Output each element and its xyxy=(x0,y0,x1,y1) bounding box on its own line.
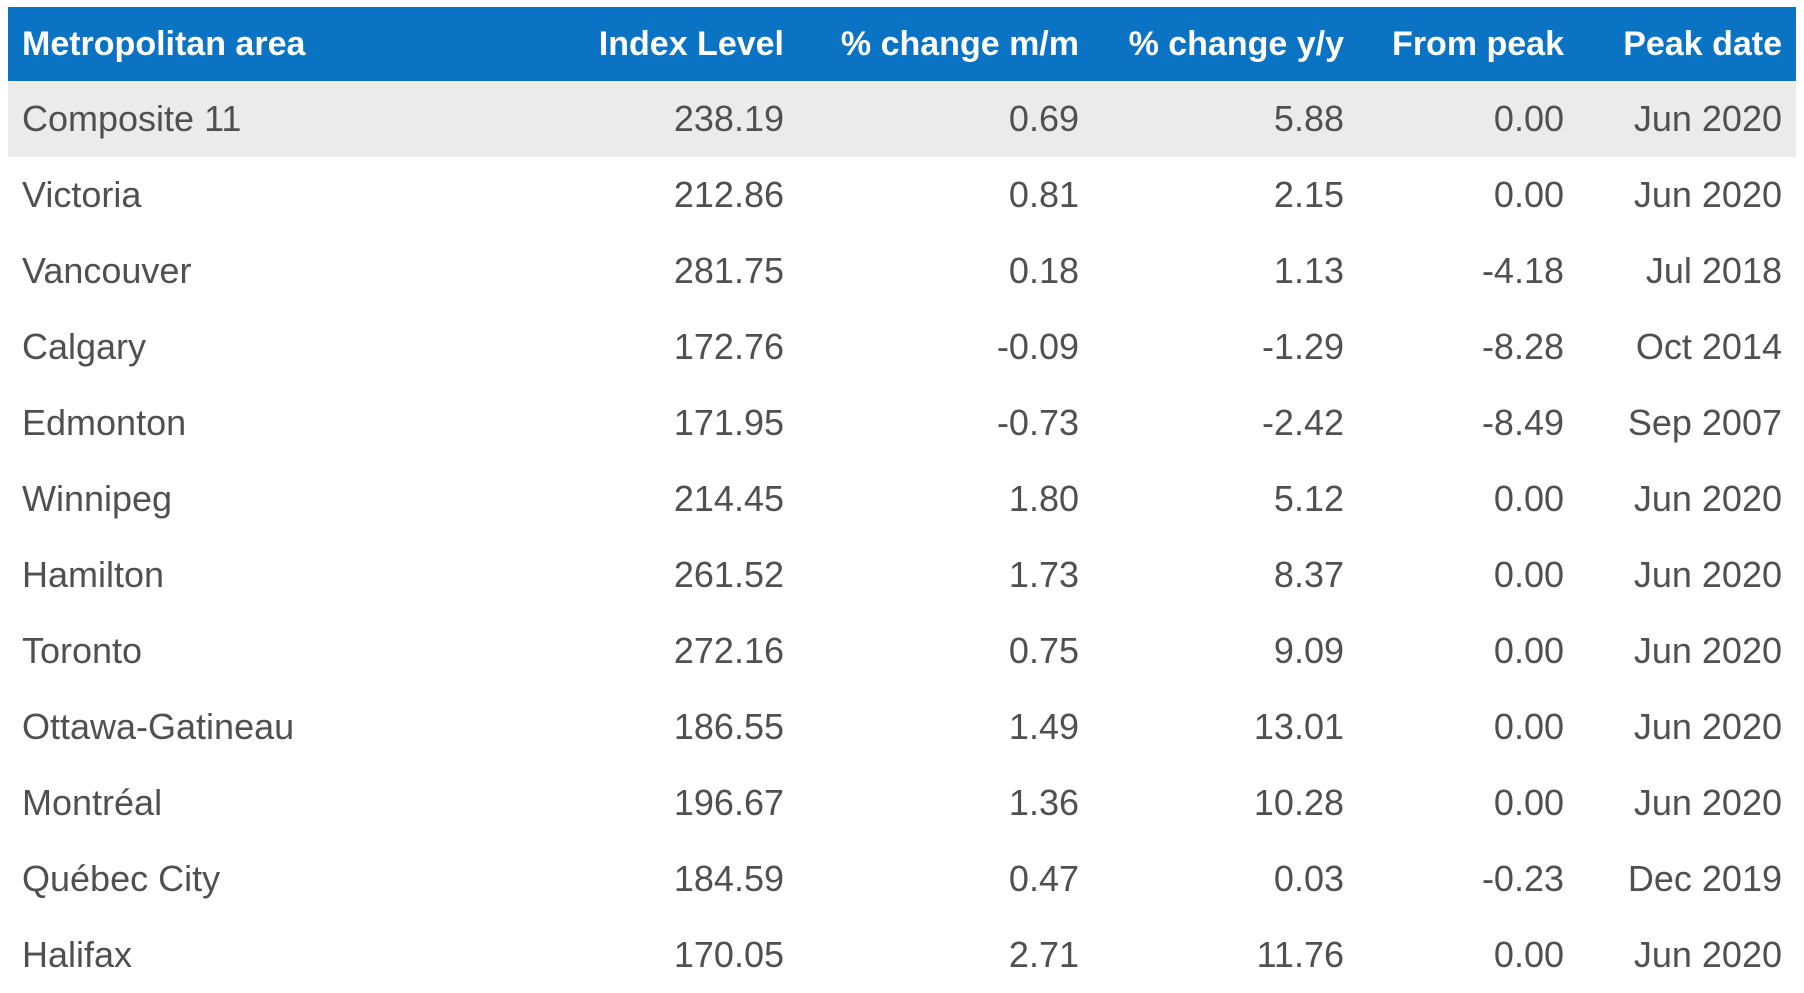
index-level-cell: 281.75 xyxy=(673,250,784,291)
index-table-container: Metropolitan area Index Level % change m… xyxy=(8,7,1796,993)
peak-date-cell: Jun 2020 xyxy=(1633,782,1782,823)
table-row: Victoria 212.86 0.81 2.15 0.00 Jun 2020 xyxy=(8,157,1796,233)
change-mm-cell: 0.69 xyxy=(1008,98,1079,139)
index-level-cell: 170.05 xyxy=(673,934,784,975)
index-level-cell: 238.19 xyxy=(673,98,784,139)
index-table: Metropolitan area Index Level % change m… xyxy=(8,7,1796,993)
change-yy-cell: 8.37 xyxy=(1273,554,1344,595)
peak-date-cell: Oct 2014 xyxy=(1635,326,1782,367)
change-yy-cell: 9.09 xyxy=(1273,630,1344,671)
metropolitan-area-cell: Toronto xyxy=(22,630,143,671)
column-header-metropolitan-area: Metropolitan area xyxy=(22,24,306,63)
table-row: Winnipeg 214.45 1.80 5.12 0.00 Jun 2020 xyxy=(8,461,1796,537)
index-level-cell: 171.95 xyxy=(673,402,784,443)
change-mm-cell: 1.80 xyxy=(1008,478,1079,519)
metropolitan-area-cell: Winnipeg xyxy=(22,478,173,519)
metropolitan-area-cell: Halifax xyxy=(22,934,133,975)
column-header-change-mm: % change m/m xyxy=(840,24,1079,63)
from-peak-cell: -0.23 xyxy=(1481,858,1564,899)
index-level-cell: 184.59 xyxy=(673,858,784,899)
change-yy-cell: 5.88 xyxy=(1273,98,1344,139)
change-mm-cell: 1.73 xyxy=(1008,554,1079,595)
from-peak-cell: 0.00 xyxy=(1493,934,1564,975)
peak-date-cell: Jun 2020 xyxy=(1633,706,1782,747)
from-peak-cell: 0.00 xyxy=(1493,706,1564,747)
index-level-cell: 172.76 xyxy=(673,326,784,367)
column-header-from-peak: From peak xyxy=(1392,24,1564,63)
change-yy-cell: 13.01 xyxy=(1253,706,1344,747)
from-peak-cell: 0.00 xyxy=(1493,478,1564,519)
peak-date-cell: Jun 2020 xyxy=(1633,630,1782,671)
column-header-index-level: Index Level xyxy=(598,24,784,63)
table-row: Vancouver 281.75 0.18 1.13 -4.18 Jul 2018 xyxy=(8,233,1796,309)
metropolitan-area-cell: Hamilton xyxy=(22,554,165,595)
index-level-cell: 212.86 xyxy=(673,174,784,215)
change-yy-cell: 1.13 xyxy=(1273,250,1344,291)
change-mm-cell: -0.73 xyxy=(996,402,1079,443)
metropolitan-area-cell: Composite 11 xyxy=(22,98,242,139)
table-row: Toronto 272.16 0.75 9.09 0.00 Jun 2020 xyxy=(8,613,1796,689)
metropolitan-area-cell: Ottawa-Gatineau xyxy=(22,706,295,747)
table-row: Edmonton 171.95 -0.73 -2.42 -8.49 Sep 2007 xyxy=(8,385,1796,461)
table-row-composite: Composite 11 238.19 0.69 5.88 0.00 Jun 2020 xyxy=(8,81,1796,157)
from-peak-cell: 0.00 xyxy=(1493,174,1564,215)
index-level-cell: 214.45 xyxy=(673,478,784,519)
change-mm-cell: 0.81 xyxy=(1008,174,1079,215)
index-level-cell: 196.67 xyxy=(673,782,784,823)
metropolitan-area-cell: Québec City xyxy=(22,858,221,899)
peak-date-cell: Jun 2020 xyxy=(1633,174,1782,215)
change-yy-cell: 10.28 xyxy=(1253,782,1344,823)
column-header-peak-date: Peak date xyxy=(1623,24,1782,63)
table-row: Calgary 172.76 -0.09 -1.29 -8.28 Oct 2014 xyxy=(8,309,1796,385)
change-yy-cell: 2.15 xyxy=(1273,174,1344,215)
metropolitan-area-cell: Edmonton xyxy=(22,402,187,443)
table-row: Québec City 184.59 0.47 0.03 -0.23 Dec 2019 xyxy=(8,841,1796,917)
table-header: Metropolitan area Index Level % change m… xyxy=(8,7,1796,81)
change-yy-cell: -1.29 xyxy=(1261,326,1344,367)
peak-date-cell: Jun 2020 xyxy=(1633,98,1782,139)
table-row: Ottawa-Gatineau 186.55 1.49 13.01 0.00 Jun 20… xyxy=(8,689,1796,765)
header-row: Metropolitan area Index Level % change m… xyxy=(8,7,1796,81)
change-yy-cell: 11.76 xyxy=(1256,934,1344,975)
change-yy-cell: -2.42 xyxy=(1261,402,1344,443)
peak-date-cell: Dec 2019 xyxy=(1627,858,1782,899)
from-peak-cell: 0.00 xyxy=(1493,98,1564,139)
change-mm-cell: 1.49 xyxy=(1008,706,1079,747)
change-mm-cell: 1.36 xyxy=(1008,782,1079,823)
change-mm-cell: 0.18 xyxy=(1008,250,1079,291)
from-peak-cell: -8.49 xyxy=(1481,402,1564,443)
index-level-cell: 261.52 xyxy=(673,554,784,595)
from-peak-cell: 0.00 xyxy=(1493,630,1564,671)
metropolitan-area-cell: Vancouver xyxy=(22,250,192,291)
index-level-cell: 272.16 xyxy=(673,630,784,671)
change-mm-cell: -0.09 xyxy=(996,326,1079,367)
peak-date-cell: Jun 2020 xyxy=(1633,554,1782,595)
table-row: Hamilton 261.52 1.73 8.37 0.00 Jun 2020 xyxy=(8,537,1796,613)
peak-date-cell: Sep 2007 xyxy=(1627,402,1782,443)
table-row: Halifax 170.05 2.71 11.76 0.00 Jun 2020 xyxy=(8,917,1796,993)
metropolitan-area-cell: Victoria xyxy=(22,174,142,215)
metropolitan-area-cell: Calgary xyxy=(22,326,147,367)
table-body: Composite 11 238.19 0.69 5.88 0.00 Jun 2020 Vi… xyxy=(8,81,1796,993)
metropolitan-area-cell: Montréal xyxy=(22,782,163,823)
change-yy-cell: 5.12 xyxy=(1273,478,1344,519)
change-mm-cell: 0.47 xyxy=(1008,858,1079,899)
index-level-cell: 186.55 xyxy=(673,706,784,747)
change-yy-cell: 0.03 xyxy=(1273,858,1344,899)
peak-date-cell: Jul 2018 xyxy=(1645,250,1782,291)
column-header-change-yy: % change y/y xyxy=(1128,24,1344,63)
from-peak-cell: 0.00 xyxy=(1493,554,1564,595)
peak-date-cell: Jun 2020 xyxy=(1633,934,1782,975)
from-peak-cell: 0.00 xyxy=(1493,782,1564,823)
from-peak-cell: -4.18 xyxy=(1481,250,1564,291)
peak-date-cell: Jun 2020 xyxy=(1633,478,1782,519)
table-row: Montréal 196.67 1.36 10.28 0.00 Jun 2020 xyxy=(8,765,1796,841)
from-peak-cell: -8.28 xyxy=(1481,326,1564,367)
change-mm-cell: 2.71 xyxy=(1008,934,1079,975)
change-mm-cell: 0.75 xyxy=(1008,630,1079,671)
